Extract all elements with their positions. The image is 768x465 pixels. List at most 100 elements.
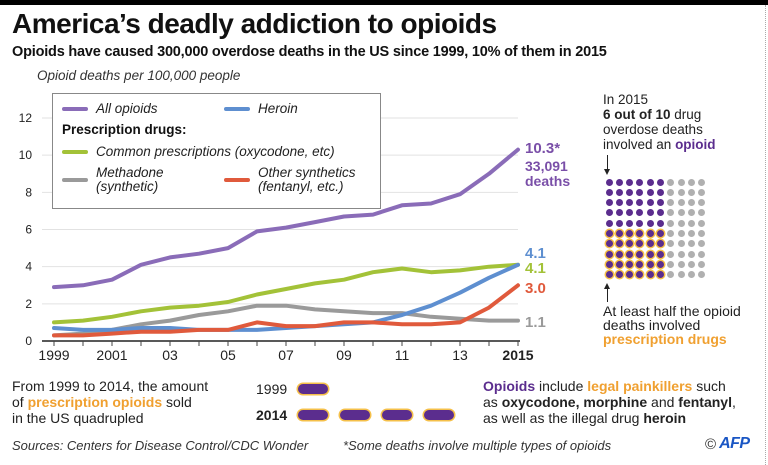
caption-line: In 2015 — [603, 92, 649, 107]
dot-other-death — [677, 271, 685, 279]
dot-prescription-opioid-death — [615, 240, 623, 248]
dot-prescription-opioid-death — [646, 250, 654, 258]
y-tick-label: 12 — [19, 111, 33, 125]
pill-icon — [298, 384, 328, 394]
dot-grid — [604, 177, 707, 280]
dot-prescription-opioid-death — [615, 271, 623, 279]
prescription-opioids-highlight: prescription opioids — [27, 394, 163, 410]
x-tick-label: 13 — [452, 347, 468, 363]
caption-line: Opioids include legal painkillers such — [483, 378, 753, 394]
dot-opioid-death — [605, 188, 613, 196]
dot-other-death — [667, 199, 675, 207]
caption-line: 6 out of 10 drug — [603, 107, 743, 122]
dot-opioid-death — [626, 219, 634, 227]
y-tick-label: 0 — [25, 334, 32, 348]
pill-year: 2014 — [256, 407, 288, 423]
caption-text: involved an — [603, 137, 676, 152]
dot-other-death — [687, 240, 695, 248]
legend-swatch — [224, 107, 250, 111]
dot-other-death — [698, 178, 706, 186]
dot-other-death — [687, 271, 695, 279]
series-line-methadone — [52, 303, 520, 338]
dot-opioid-death — [646, 199, 654, 207]
dot-other-death — [698, 260, 706, 268]
legend-swatch — [62, 150, 88, 154]
x-tick-label: 11 — [395, 347, 410, 363]
dot-prescription-opioid-death — [636, 229, 644, 237]
end-label-synthetics: 3.0 — [525, 280, 546, 297]
end-label-heroin: 4.1 — [525, 245, 546, 262]
caption-text: of — [12, 394, 28, 410]
x-tick-label: 05 — [220, 347, 236, 363]
legend-item-heroin: Heroin — [224, 102, 298, 116]
dot-prescription-opioid-death — [636, 250, 644, 258]
caption-text: and — [647, 394, 679, 410]
dot-other-death — [698, 209, 706, 217]
dot-other-death — [677, 188, 685, 196]
dot-prescription-opioid-death — [636, 260, 644, 268]
dot-opioid-death — [656, 199, 664, 207]
dot-prescription-opioid-death — [636, 240, 644, 248]
page-title: America’s deadly addiction to opioids — [12, 8, 497, 39]
opioid-share-caption: In 2015 6 out of 10 drug overdose deaths… — [603, 92, 743, 152]
pill-icon — [424, 410, 454, 420]
caption-line: of prescription opioids sold — [12, 394, 247, 410]
dot-other-death — [667, 250, 675, 258]
sources: Sources: Centers for Disease Control/CDC… — [12, 438, 309, 453]
dot-opioid-death — [656, 219, 664, 227]
dot-opioid-death — [626, 188, 634, 196]
dot-other-death — [698, 188, 706, 196]
opioid-highlight: opioid — [675, 137, 716, 152]
dot-other-death — [698, 199, 706, 207]
legend-item-all-opioids: All opioids — [62, 102, 158, 116]
dot-other-death — [667, 271, 675, 279]
dot-other-death — [667, 209, 675, 217]
chart-legend: All opioids Heroin Prescription drugs: C… — [52, 93, 381, 209]
x-tick-label: 07 — [278, 347, 294, 363]
dot-other-death — [677, 219, 685, 227]
prescription-share-caption: At least half the opioid deaths involved… — [603, 304, 753, 346]
x-axis: 1999 2001 03 05 07 09 11 13 2015 — [38, 340, 534, 363]
dot-other-death — [687, 188, 695, 196]
dot-other-death — [667, 219, 675, 227]
dot-other-death — [687, 219, 695, 227]
dot-other-death — [667, 229, 675, 237]
dot-opioid-death — [646, 219, 654, 227]
legend-swatch — [224, 178, 250, 182]
copyright-icon: © — [705, 435, 717, 453]
dot-other-death — [687, 260, 695, 268]
legend-label: All opioids — [96, 101, 158, 116]
down-arrow-head-icon — [604, 169, 610, 175]
caption-text: drug — [670, 107, 702, 122]
end-label-all: 10.3* — [525, 140, 560, 157]
opioids-definition: Opioids include legal painkillers such a… — [483, 378, 753, 426]
dot-prescription-opioid-death — [646, 271, 654, 279]
sales-caption: From 1999 to 2014, the amount of prescri… — [12, 378, 247, 426]
caption-text: include — [535, 378, 588, 394]
legend-item-other-synthetics: Other synthetics (fentanyl, etc.) — [224, 166, 374, 194]
dot-opioid-death — [636, 219, 644, 227]
pill-row-1999: 1999 — [256, 381, 338, 397]
dot-opioid-death — [636, 178, 644, 186]
dot-opioid-death — [636, 199, 644, 207]
legend-group-heading: Prescription drugs: — [62, 122, 187, 137]
caption-line: as oxycodone, morphine and fentanyl, — [483, 394, 753, 410]
y-axis-label: Opioid deaths per 100,000 people — [37, 68, 241, 83]
pill-icon — [382, 410, 412, 420]
dot-other-death — [687, 209, 695, 217]
series-line-all — [52, 147, 520, 290]
pill-year: 1999 — [256, 381, 288, 397]
legend-label: Common prescriptions (oxycodone, etc) — [96, 144, 335, 159]
series-line-common — [52, 262, 520, 325]
dot-opioid-death — [615, 178, 623, 186]
afp-logo: AFP — [719, 435, 750, 452]
dot-prescription-opioid-death — [626, 260, 634, 268]
dot-other-death — [687, 178, 695, 186]
y-tick-label: 6 — [25, 223, 32, 237]
legend-label: Heroin — [258, 101, 298, 116]
dot-prescription-opioid-death — [646, 260, 654, 268]
dot-opioid-death — [615, 188, 623, 196]
caption-line: At least half the opioid — [603, 303, 741, 319]
right-border — [765, 5, 766, 465]
